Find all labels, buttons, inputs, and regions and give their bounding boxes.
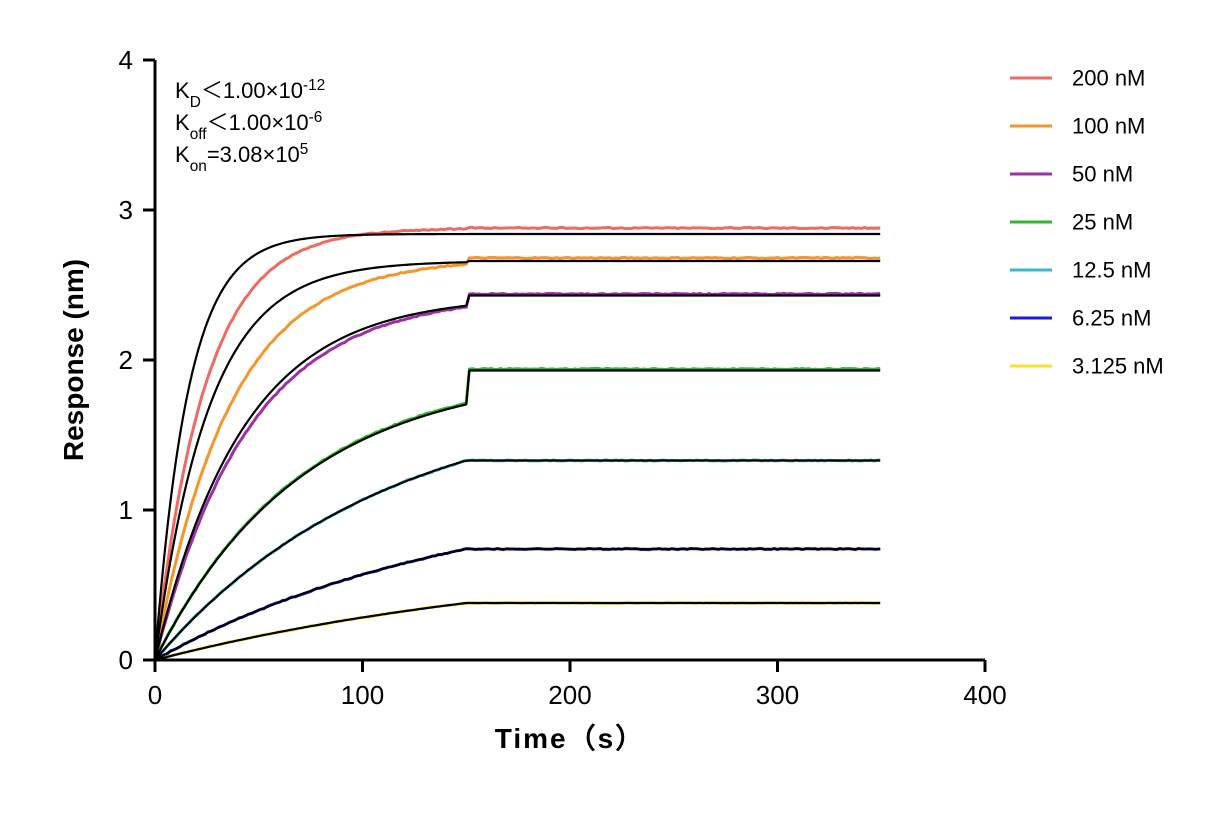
x-tick-label: 200 [548, 680, 591, 710]
y-tick-label: 0 [119, 645, 133, 675]
y-tick-label: 3 [119, 195, 133, 225]
binding-kinetics-chart: 0 100 200 300 400 0 1 2 3 4 Time（s） Response (nm) 20… [0, 0, 1213, 825]
x-tick-label: 0 [148, 680, 162, 710]
legend-label: 100 nM [1072, 114, 1145, 139]
x-tick-label: 300 [756, 680, 799, 710]
legend-label: 50 nM [1072, 162, 1133, 187]
y-tick-label: 2 [119, 345, 133, 375]
y-axis-label: Response (nm) [58, 259, 89, 461]
chart-container: 0 100 200 300 400 0 1 2 3 4 Time（s） Response (nm) 20… [0, 0, 1213, 825]
y-tick-label: 4 [119, 45, 133, 75]
x-tick-label: 400 [963, 680, 1006, 710]
legend-label: 3.125 nM [1072, 354, 1164, 379]
x-axis-label: Time（s） [495, 722, 645, 754]
x-tick-label: 100 [341, 680, 384, 710]
legend-label: 25 nM [1072, 210, 1133, 235]
y-tick-label: 1 [119, 495, 133, 525]
legend-label: 6.25 nM [1072, 306, 1152, 331]
legend-label: 12.5 nM [1072, 258, 1152, 283]
legend-label: 200 nM [1072, 66, 1145, 91]
